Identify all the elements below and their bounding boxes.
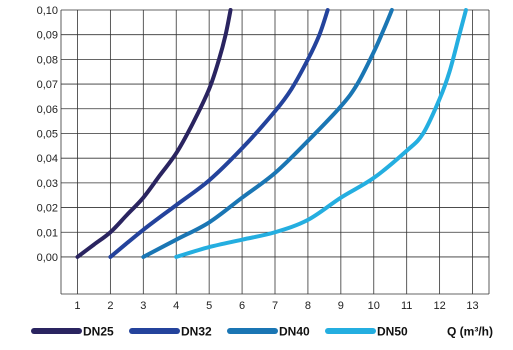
x-tick-label: 4 — [173, 300, 179, 312]
x-tick-label: 5 — [206, 300, 212, 312]
x-tick-label: 13 — [466, 300, 478, 312]
series-lines — [75, 8, 468, 259]
x-axis-label: Q (m³/h) — [447, 325, 493, 339]
x-tick-label: 7 — [272, 300, 278, 312]
y-tick-label: 0,01 — [37, 227, 58, 239]
legend-label-dn25: DN25 — [83, 325, 114, 339]
x-tick-label: 6 — [239, 300, 245, 312]
series-line-dn32 — [108, 8, 330, 259]
y-tick-label: 0,07 — [37, 79, 58, 91]
series-line-dn25 — [75, 8, 233, 259]
series-line-dn50 — [174, 8, 468, 259]
legend-label-dn32: DN32 — [181, 325, 212, 339]
x-tick-label: 12 — [433, 300, 445, 312]
series-line-dn40 — [141, 8, 394, 259]
x-tick-label: 10 — [368, 300, 380, 312]
y-tick-label: 0,04 — [37, 153, 58, 165]
legend-label-dn40: DN40 — [279, 325, 310, 339]
x-tick-label: 2 — [107, 300, 113, 312]
y-tick-label: 0,03 — [37, 178, 58, 190]
y-tick-label: 0,09 — [37, 30, 58, 42]
y-tick-label: 0,08 — [37, 54, 58, 66]
x-tick-label: 1 — [74, 300, 80, 312]
y-tick-label: 0,02 — [37, 203, 58, 215]
x-tick-labels: 1 2 3 4 5 6 7 8 9 10 11 12 13 — [74, 300, 478, 312]
x-tick-label: 8 — [305, 300, 311, 312]
y-tick-label: 0,00 — [37, 252, 58, 264]
y-tick-label: 0,10 — [37, 5, 58, 17]
x-tick-label: 11 — [401, 300, 412, 312]
y-tick-label: 0,05 — [37, 128, 58, 140]
legend: DN25 DN32 DN40 DN50 — [31, 325, 408, 339]
y-tick-labels: 0,00 0,01 0,02 0,03 0,04 0,05 0,06 0,07 0,08 0,09… — [37, 5, 58, 264]
legend-label-dn50: DN50 — [377, 325, 408, 339]
x-tick-label: 9 — [338, 300, 344, 312]
x-tick-label: 3 — [140, 300, 146, 312]
y-tick-label: 0,06 — [37, 104, 58, 116]
